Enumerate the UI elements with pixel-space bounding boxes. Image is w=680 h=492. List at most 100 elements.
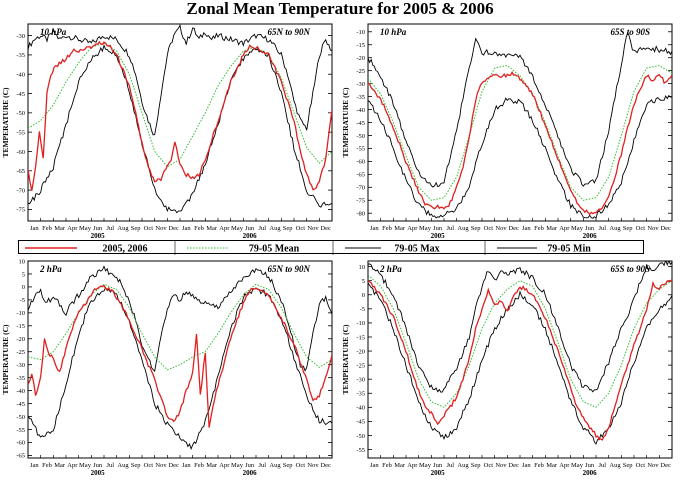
series-79-05-min xyxy=(368,282,672,445)
y-tick-label: -55 xyxy=(356,447,365,454)
x-tick-label: Nov xyxy=(647,462,659,469)
y-tick-label: 0 xyxy=(22,284,25,291)
x-tick-label: May xyxy=(231,225,244,232)
x-tick-label: Oct xyxy=(296,225,306,232)
x-tick-label: Jun xyxy=(433,462,443,469)
x-tick-label: Feb xyxy=(42,462,52,469)
x-tick-label: May xyxy=(231,462,244,469)
y-tick-label: -30 xyxy=(16,33,25,40)
x-tick-label: Nov xyxy=(155,225,167,232)
x-tick-label: Nov xyxy=(307,225,319,232)
series-79-05-min xyxy=(368,94,672,219)
x-tick-label: Sep xyxy=(131,225,141,232)
x-tick-label: Jun xyxy=(93,462,103,469)
x-tick-label: Apr xyxy=(559,225,570,232)
x-tick-label: Dec xyxy=(508,225,519,232)
y-tick-label: 5 xyxy=(22,271,25,278)
x-tick-label: Dec xyxy=(320,225,331,232)
y-tick-label: -5 xyxy=(360,306,365,313)
x-tick-label: Dec xyxy=(660,225,671,232)
y-tick-label: -35 xyxy=(356,94,365,101)
plot-frame xyxy=(27,23,333,222)
y-tick-label: -65 xyxy=(16,168,25,175)
y-tick-label: -75 xyxy=(16,207,25,214)
chart-panel-10hpa-north: -75 -70 -65 -60 -55 -50 -45 -40 -35 -30 Jan Feb Mar A… xyxy=(0,18,340,255)
x-tick-label: Apr xyxy=(67,462,78,469)
region-label: 65S to 90S xyxy=(610,264,650,274)
x-tick-label: Dec xyxy=(660,462,671,469)
chart-svg: -80 -75 -70 -65 -60 -55 -50 -45 -40 -35 -30 -25 -20 -… xyxy=(341,23,673,240)
y-tick-label: -35 xyxy=(16,52,25,59)
y-tick-label: -20 xyxy=(356,55,365,62)
x-tick-label: Jan xyxy=(182,225,191,232)
x-tick-label: Aug xyxy=(269,462,281,469)
x-tick-label: Feb xyxy=(42,225,52,232)
x-tick-label: Oct xyxy=(144,225,154,232)
y-tick-label: -50 xyxy=(16,110,25,117)
series-79-05-max xyxy=(28,265,332,372)
y-tick-label: -35 xyxy=(16,375,25,382)
y-tick-label: -55 xyxy=(16,129,25,136)
legend-label: 79-05 Max xyxy=(394,244,439,255)
x-tick-label: May xyxy=(571,225,584,232)
pressure-label: 2 hPa xyxy=(39,264,62,274)
year-label: 2006 xyxy=(243,469,258,477)
x-tick-label: Nov xyxy=(647,225,659,232)
y-tick-label: 5 xyxy=(362,278,365,285)
y-tick-label: -20 xyxy=(16,336,25,343)
region-label: 65S to 90S xyxy=(610,27,650,37)
legend-svg: 2005, 2006 79-05 Mean 79-05 Max 79-05 Min xyxy=(25,241,591,255)
x-tick-label: Feb xyxy=(534,462,544,469)
y-tick-label: -65 xyxy=(356,172,365,179)
x-tick-label: Jan xyxy=(370,225,379,232)
y-tick-label: -15 xyxy=(356,42,365,49)
x-tick-label: Apr xyxy=(219,462,230,469)
y-tick-label: -50 xyxy=(16,414,25,421)
x-tick-label: Aug xyxy=(609,462,621,469)
y-tick-label: -25 xyxy=(356,362,365,369)
y-tick-label: -45 xyxy=(356,120,365,127)
x-tick-label: Mar xyxy=(394,225,406,232)
y-tick-label: -30 xyxy=(16,362,25,369)
x-tick-label: Mar xyxy=(54,225,66,232)
y-axis-label: TEMPERATURE (C) xyxy=(1,324,10,395)
x-tick-label: Sep xyxy=(471,462,481,469)
series-2005-2006 xyxy=(28,40,332,191)
x-tick-label: Mar xyxy=(394,462,406,469)
x-tick-label: Feb xyxy=(382,225,392,232)
y-tick-label: -50 xyxy=(356,433,365,440)
x-tick-label: Dec xyxy=(508,462,519,469)
x-tick-label: Aug xyxy=(457,462,469,469)
x-tick-label: Nov xyxy=(495,462,507,469)
x-tick-label: Feb xyxy=(382,462,392,469)
x-tick-label: Dec xyxy=(168,462,179,469)
x-tick-label: Apr xyxy=(67,225,78,232)
series-79-05-mean xyxy=(368,274,672,408)
x-tick-label: Oct xyxy=(144,462,154,469)
x-tick-label: Jan xyxy=(30,225,39,232)
plot-frame xyxy=(367,23,673,222)
x-tick-label: Sep xyxy=(623,225,633,232)
y-tick-label: -60 xyxy=(356,159,365,166)
x-tick-label: Jun xyxy=(93,225,103,232)
y-tick-label: -10 xyxy=(356,320,365,327)
y-tick-label: -25 xyxy=(356,68,365,75)
x-tick-label: May xyxy=(571,462,584,469)
x-tick-label: Jul xyxy=(599,225,607,232)
x-tick-label: Nov xyxy=(155,462,167,469)
x-tick-label: Feb xyxy=(194,462,204,469)
chart-legend: 2005, 2006 79-05 Mean 79-05 Max 79-05 Min xyxy=(18,240,644,255)
x-tick-label: Jun xyxy=(433,225,443,232)
x-tick-label: May xyxy=(79,225,92,232)
x-tick-label: Sep xyxy=(131,462,141,469)
pressure-label: 2 hPa xyxy=(379,264,402,274)
y-tick-label: -10 xyxy=(16,310,25,317)
x-tick-label: Dec xyxy=(168,225,179,232)
x-tick-label: Apr xyxy=(407,462,418,469)
year-label: 2005 xyxy=(91,469,106,477)
chart-panel-2hpa-north: -65 -60 -55 -50 -45 -40 -35 -30 -25 -20 -15 -10 -5 0 5… xyxy=(0,255,340,492)
y-tick-label: 0 xyxy=(362,292,365,299)
x-tick-label: Jan xyxy=(370,462,379,469)
x-tick-label: Jun xyxy=(585,225,595,232)
